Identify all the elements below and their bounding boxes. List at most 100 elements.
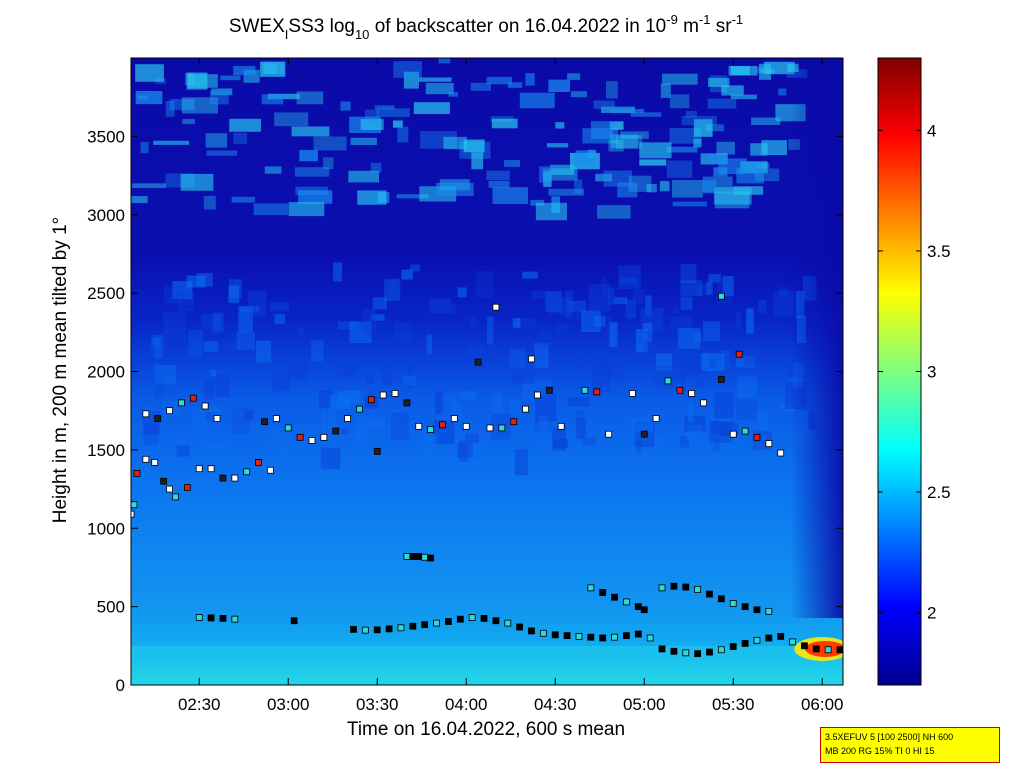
- layer-marker-boundary-layer-top: [623, 632, 630, 640]
- layer-marker-aerosol-top: [765, 440, 773, 448]
- layer-marker-boundary-layer-top: [765, 634, 773, 642]
- texture-cell: [388, 278, 399, 301]
- layer-marker-aerosol-top: [367, 396, 375, 404]
- texture-cell: [514, 449, 528, 476]
- x-tick-label: 05:30: [712, 695, 755, 714]
- texture-cell: [750, 161, 763, 172]
- texture-cell: [329, 434, 340, 445]
- texture-cell: [401, 269, 413, 280]
- colorbar-tick-label: 4: [927, 121, 936, 140]
- texture-cell: [435, 390, 443, 415]
- texture-cell: [620, 131, 649, 139]
- layer-marker-aerosol-top: [344, 415, 351, 422]
- texture-cell: [418, 77, 452, 82]
- layer-marker-boundary-layer-top: [219, 614, 227, 622]
- texture-cell: [646, 184, 657, 193]
- texture-cell: [609, 121, 624, 130]
- info-box-line-1: 3.5XEFUV 5 [100 2500] NH 600: [825, 732, 954, 742]
- texture-cell: [659, 181, 670, 192]
- layer-marker-aerosol-top: [142, 410, 150, 418]
- layer-marker-lower-layer-2: [658, 584, 666, 592]
- layer-marker-lower-layer-2: [640, 606, 648, 614]
- texture-cell: [177, 291, 195, 312]
- texture-cell: [313, 136, 347, 151]
- texture-cell: [535, 394, 557, 422]
- texture-cell: [436, 182, 474, 196]
- texture-cell: [391, 412, 409, 441]
- layer-marker-boundary-layer-top: [397, 624, 405, 632]
- texture-cell: [196, 272, 213, 287]
- texture-cell: [617, 182, 638, 198]
- texture-cell: [239, 305, 260, 313]
- texture-cell: [323, 157, 334, 170]
- y-tick-label: 1000: [87, 519, 125, 538]
- texture-cell: [209, 91, 229, 105]
- texture-cell: [236, 332, 255, 350]
- texture-cell: [519, 92, 555, 109]
- texture-cell: [708, 154, 728, 164]
- y-tick-label: 3500: [87, 127, 125, 146]
- layer-marker-lower-layer-2: [753, 606, 761, 614]
- texture-cell: [341, 428, 348, 435]
- texture-cell: [491, 118, 518, 129]
- texture-cell: [534, 342, 549, 368]
- texture-cell: [488, 180, 510, 188]
- texture-cell: [486, 170, 510, 181]
- texture-cell: [666, 146, 698, 153]
- texture-cell: [232, 329, 241, 352]
- texture-cell: [693, 119, 713, 137]
- layer-marker-boundary-layer-top: [516, 623, 524, 631]
- texture-cell: [456, 443, 473, 459]
- layer-marker-boundary-layer-top: [504, 619, 512, 627]
- texture-cell: [264, 166, 282, 174]
- texture-cell: [486, 76, 513, 85]
- texture-cell: [153, 334, 164, 359]
- x-axis-label: Time on 16.04.2022, 600 s mean: [347, 719, 625, 740]
- texture-cell: [567, 397, 591, 407]
- layer-marker-aerosol-top: [729, 430, 737, 438]
- layer-marker-aerosol-top: [462, 422, 470, 430]
- texture-cell: [450, 403, 462, 420]
- texture-cell: [603, 170, 632, 187]
- texture-cell: [654, 365, 677, 390]
- texture-cell: [403, 375, 416, 386]
- texture-cell: [728, 65, 758, 76]
- layer-marker-aerosol-top: [640, 430, 648, 438]
- layer-marker-boundary-layer-top: [801, 642, 808, 650]
- texture-cell: [620, 277, 639, 285]
- texture-cell: [288, 354, 307, 380]
- texture-cell: [264, 62, 277, 75]
- texture-cell: [575, 304, 584, 321]
- texture-cell: [756, 162, 770, 169]
- x-axis: 02:30 03:00 03:30 04:00 04:30 05:00 05:30 06:00: [178, 58, 844, 714]
- texture-cell: [632, 289, 645, 304]
- layer-marker-aerosol-top: [267, 466, 274, 474]
- texture-cell: [606, 81, 618, 99]
- texture-cell: [374, 105, 395, 110]
- layer-marker-aerosol-top: [131, 510, 135, 518]
- layer-marker-boundary-layer-top: [717, 646, 725, 654]
- x-tick-label: 03:30: [356, 695, 399, 714]
- texture-cell: [731, 444, 751, 466]
- texture-cell: [750, 143, 768, 156]
- texture-cell: [366, 416, 386, 428]
- texture-cell: [267, 93, 300, 100]
- texture-cell: [487, 316, 494, 345]
- hotspot-core: [805, 640, 843, 657]
- texture-cell: [429, 298, 451, 314]
- layer-marker-aerosol-top: [172, 493, 179, 501]
- texture-cell: [644, 331, 654, 354]
- texture-cell: [370, 314, 385, 321]
- layer-marker-aerosol-top: [581, 386, 589, 394]
- layer-marker-aerosol-top: [160, 477, 168, 485]
- texture-cell: [403, 71, 419, 89]
- texture-cell: [238, 306, 253, 333]
- layer-marker-boundary-layer-top: [599, 634, 607, 642]
- texture-cell: [470, 82, 491, 91]
- texture-cell: [711, 420, 722, 434]
- texture-cell: [548, 79, 571, 92]
- texture-cell: [220, 75, 241, 81]
- texture-cell: [329, 394, 351, 410]
- texture-cell: [567, 300, 587, 312]
